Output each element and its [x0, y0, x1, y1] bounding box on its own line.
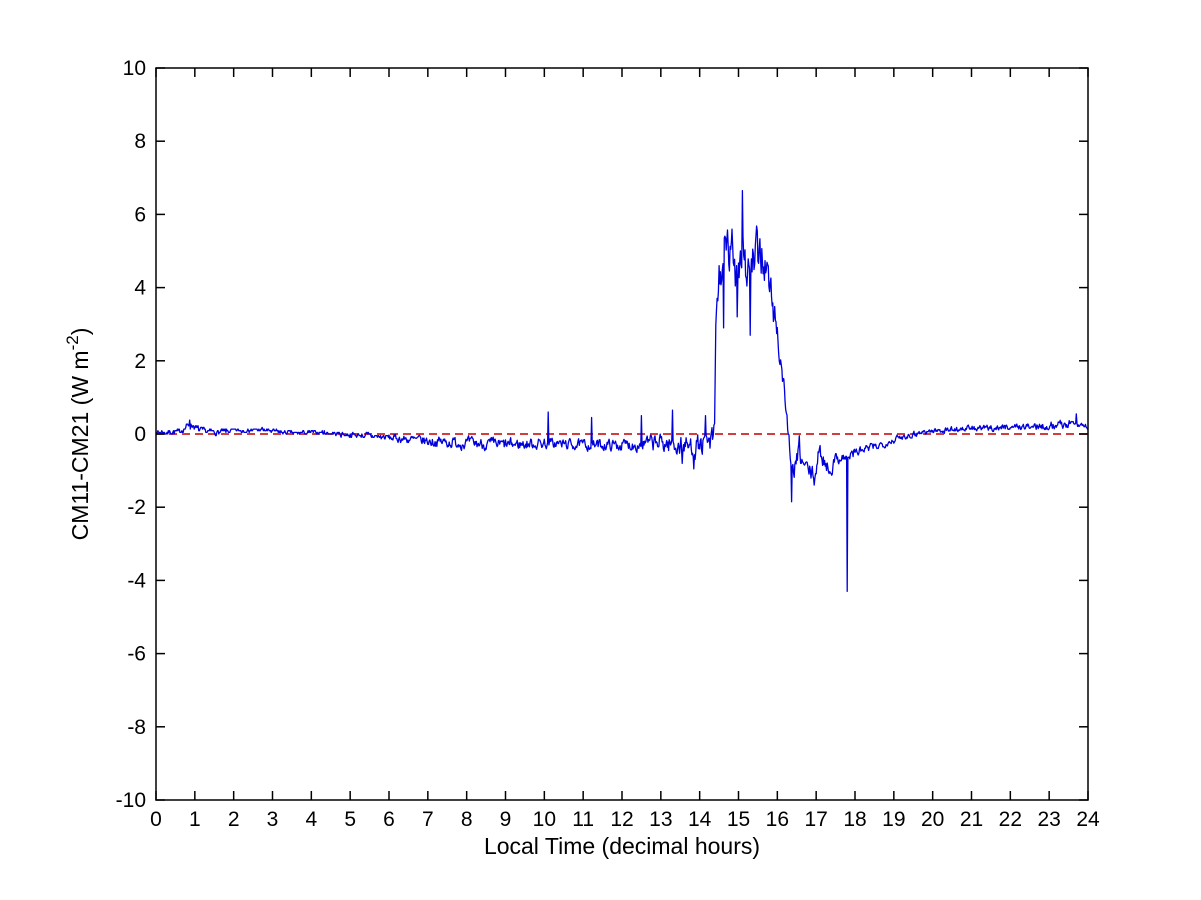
axis-ticks: [155, 67, 1089, 801]
y-tick-label: 6: [134, 203, 146, 226]
y-tick-label: 10: [123, 57, 146, 80]
x-tick-label: 6: [383, 808, 395, 831]
x-tick-label: 7: [422, 808, 434, 831]
x-tick-label: 16: [766, 808, 789, 831]
plot-area: [156, 68, 1088, 800]
x-tick-label: 22: [999, 808, 1022, 831]
x-tick-label: 9: [500, 808, 512, 831]
x-axis-label: Local Time (decimal hours): [484, 833, 760, 859]
x-tick-label: 15: [727, 808, 750, 831]
x-tick-label: 1: [189, 808, 201, 831]
x-tick-label: 3: [267, 808, 279, 831]
x-tick-label: 24: [1076, 808, 1100, 831]
y-tick-label: 8: [134, 130, 146, 153]
x-tick-label: 20: [921, 808, 944, 831]
x-tick-label: 21: [960, 808, 983, 831]
x-tick-label: 13: [649, 808, 672, 831]
y-tick-label: -10: [116, 789, 146, 812]
y-tick-label: 4: [134, 277, 146, 300]
x-tick-label: 5: [344, 808, 356, 831]
x-tick-label: 14: [688, 808, 712, 831]
x-tick-label: 12: [610, 808, 633, 831]
x-tick-label: 11: [572, 808, 594, 831]
y-tick-label: -2: [127, 496, 146, 519]
x-tick-label: 18: [843, 808, 866, 831]
x-tick-label: 19: [882, 808, 905, 831]
x-tick-label: 0: [150, 808, 162, 831]
x-tick-label: 23: [1037, 808, 1060, 831]
y-tick-label: -6: [127, 643, 146, 666]
difference-series-line: [155, 189, 1089, 593]
x-tick-label: 4: [305, 808, 317, 831]
x-tick-label: 17: [804, 808, 827, 831]
y-tick-label: 2: [134, 350, 146, 373]
x-tick-label: 10: [533, 808, 556, 831]
axis-tick-labels: 0 1 2 3 4 5 6 7 8 9 10 11 12 13 14 15 16 17 18 19 20 21 22 23 24…: [116, 57, 1100, 831]
y-tick-label: -8: [127, 716, 146, 739]
y-tick-label: -4: [127, 569, 146, 592]
x-tick-label: 8: [461, 808, 473, 831]
y-tick-label: 0: [134, 423, 146, 446]
x-tick-label: 2: [228, 808, 240, 831]
y-axis-label: CM11-CM21 (W m-2): [63, 328, 93, 541]
